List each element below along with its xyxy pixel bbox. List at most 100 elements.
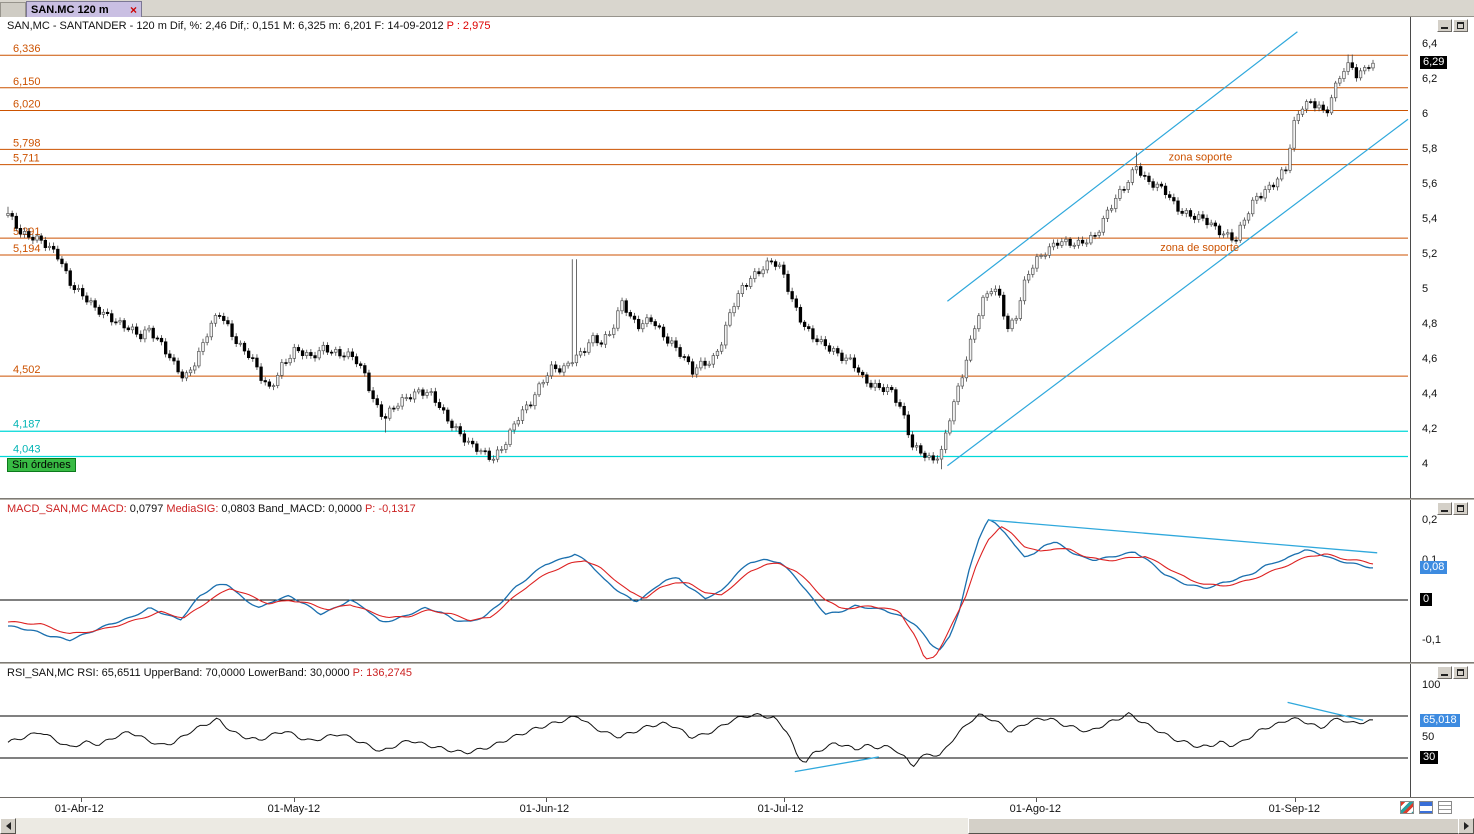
no-orders-badge: Sin órdenes <box>7 458 76 472</box>
header-text: Dif, %: 2,46 <box>169 20 227 32</box>
grid-icon[interactable] <box>1438 801 1452 814</box>
chart-toolbar <box>1400 801 1452 814</box>
candlestick-chart[interactable]: 6,3366,1506,0205,7985,7115,2915,1944,502… <box>0 17 1410 498</box>
macd-axis[interactable]: 0,2 0,1 -0,1 0,08 0 <box>1410 500 1474 662</box>
header-text: Dif,: 0,151 <box>229 20 280 32</box>
value-badge: 0,08 <box>1420 561 1448 574</box>
tab-bar: SAN.MC 120 m × <box>0 0 1474 17</box>
macd-trendline[interactable] <box>987 519 1378 554</box>
minimize-button[interactable] <box>1437 502 1452 515</box>
panel-separator[interactable] <box>0 498 1474 500</box>
header-text: P: 136,2745 <box>352 667 413 679</box>
maximize-button[interactable] <box>1453 19 1468 32</box>
maximize-button[interactable] <box>1453 502 1468 515</box>
level-label: 5,798 <box>13 137 41 149</box>
axis-tick-label: 4 <box>1422 458 1429 470</box>
chart-icon[interactable] <box>1400 801 1414 814</box>
rsi-axis[interactable]: 100 50 65,018 30 <box>1410 664 1474 797</box>
time-label: 01-May-12 <box>267 803 321 815</box>
candles[interactable] <box>6 54 1375 470</box>
rsi-line[interactable] <box>7 711 1374 768</box>
time-tick <box>783 798 785 802</box>
scroll-left-button[interactable] <box>0 818 16 834</box>
minimize-button[interactable] <box>1437 666 1452 679</box>
time-tick <box>545 798 547 802</box>
scroll-right-button[interactable] <box>1458 818 1474 834</box>
panel-window-buttons <box>1437 666 1468 679</box>
macd-chart[interactable] <box>0 500 1410 662</box>
scrollbar-thumb[interactable] <box>968 818 1459 834</box>
time-tick <box>1294 798 1296 802</box>
rsi-trendline[interactable] <box>794 756 879 773</box>
maximize-icon <box>1457 669 1464 676</box>
header-text: 0,0803 <box>221 503 256 515</box>
save-icon[interactable] <box>1419 801 1433 814</box>
header-text: 0,0000 <box>328 503 362 515</box>
rsi-chart[interactable] <box>0 664 1410 797</box>
value-badge: 30 <box>1420 751 1439 764</box>
rsi-trendline[interactable] <box>1287 701 1364 721</box>
signal-line[interactable] <box>7 526 1374 660</box>
axis-tick-label: 5,8 <box>1422 143 1438 155</box>
tab-san-mc-120m[interactable]: SAN.MC 120 m × <box>26 1 142 17</box>
header-text: UpperBand: 70,0000 <box>143 667 246 679</box>
macd-header: MACD_SAN,MC MACD: 0,0797 MediaSIG: 0,0803 Ban… <box>7 503 419 515</box>
axis-tick-label: 4,8 <box>1422 318 1438 330</box>
time-tick <box>80 798 82 802</box>
price-header: SAN,MC - SANTANDER -120 m Dif, %: 2,46 Dif… <box>7 20 493 32</box>
trend-channel-line[interactable] <box>947 118 1409 467</box>
header-text: Band_MACD: <box>258 503 326 515</box>
trend-channel-line[interactable] <box>947 31 1298 302</box>
macd-indicator-panel: MACD_SAN,MC MACD: 0,0797 MediaSIG: 0,0803 Ban… <box>0 500 1410 662</box>
header-text: 120 m <box>136 20 167 32</box>
panel-separator[interactable] <box>0 662 1474 664</box>
level-label: 4,187 <box>13 418 41 430</box>
header-text: RSI: <box>77 667 99 679</box>
axis-tick-label: 4,6 <box>1422 353 1438 365</box>
axis-tick-label: 6,2 <box>1422 73 1438 85</box>
minimize-icon <box>1441 27 1448 29</box>
level-label: 6,336 <box>13 43 41 55</box>
panel-window-buttons <box>1437 502 1468 515</box>
horizontal-scrollbar[interactable] <box>0 818 1474 834</box>
header-text: LowerBand: 30,0000 <box>248 667 350 679</box>
time-label: 01-Sep-12 <box>1268 803 1320 815</box>
time-axis: 01-Abr-12 01-May-12 01-Jun-12 01-Jul-12 01-A… <box>0 797 1474 818</box>
macd-line[interactable] <box>8 518 1374 651</box>
maximize-icon <box>1457 505 1464 512</box>
price-chart-panel: 6,336 6,150 6,020 5,798 5,711 5,291 5,194 4,502… <box>0 17 1410 498</box>
rsi-header: RSI_SAN,MC RSI: 65,6511 UpperBand: 70,0000 L… <box>7 667 415 679</box>
axis-tick-label: 6 <box>1422 108 1429 120</box>
minimize-button[interactable] <box>1437 19 1452 32</box>
time-tick <box>293 798 295 802</box>
axis-tick-label: -0,1 <box>1422 634 1441 646</box>
price-axis[interactable]: 6,4 6,2 6 5,8 5,6 5,4 5,2 5 4,8 4,6 4,4 4,2 4 6,29 <box>1410 17 1474 498</box>
value-badge: 65,018 <box>1420 714 1460 728</box>
minimize-icon <box>1441 674 1448 676</box>
header-text: M: 6,325 <box>282 20 326 32</box>
level-label: 5,711 <box>13 153 40 165</box>
axis-tick-label: 5,6 <box>1422 178 1438 190</box>
axis-tick-label: 0,2 <box>1422 514 1438 526</box>
level-label: 5,194 <box>13 243 41 255</box>
close-icon[interactable]: × <box>129 2 137 17</box>
time-label: 01-Abr-12 <box>54 803 104 815</box>
header-text: MACD_SAN,MC <box>7 503 89 515</box>
axis-tick-label: 6,4 <box>1422 38 1438 50</box>
axis-tick-label: 5,4 <box>1422 213 1438 225</box>
header-text: RSI_SAN,MC <box>7 667 75 679</box>
header-text: MediaSIG: <box>166 503 219 515</box>
header-text: MACD: <box>91 503 127 515</box>
minimize-icon <box>1441 510 1448 512</box>
rsi-indicator-panel: RSI_SAN,MC RSI: 65,6511 UpperBand: 70,0000 L… <box>0 664 1410 797</box>
header-text: P : 2,975 <box>446 20 491 32</box>
maximize-button[interactable] <box>1453 666 1468 679</box>
time-label: 01-Jun-12 <box>519 803 570 815</box>
header-text: m: 6,201 <box>328 20 372 32</box>
arrow-right-icon <box>1463 822 1469 830</box>
tab-stub[interactable] <box>0 2 26 17</box>
header-text: P: -0,1317 <box>364 503 416 515</box>
arrow-left-icon <box>5 822 11 830</box>
level-label: 6,020 <box>13 99 41 111</box>
header-text: 65,6511 <box>101 667 141 679</box>
